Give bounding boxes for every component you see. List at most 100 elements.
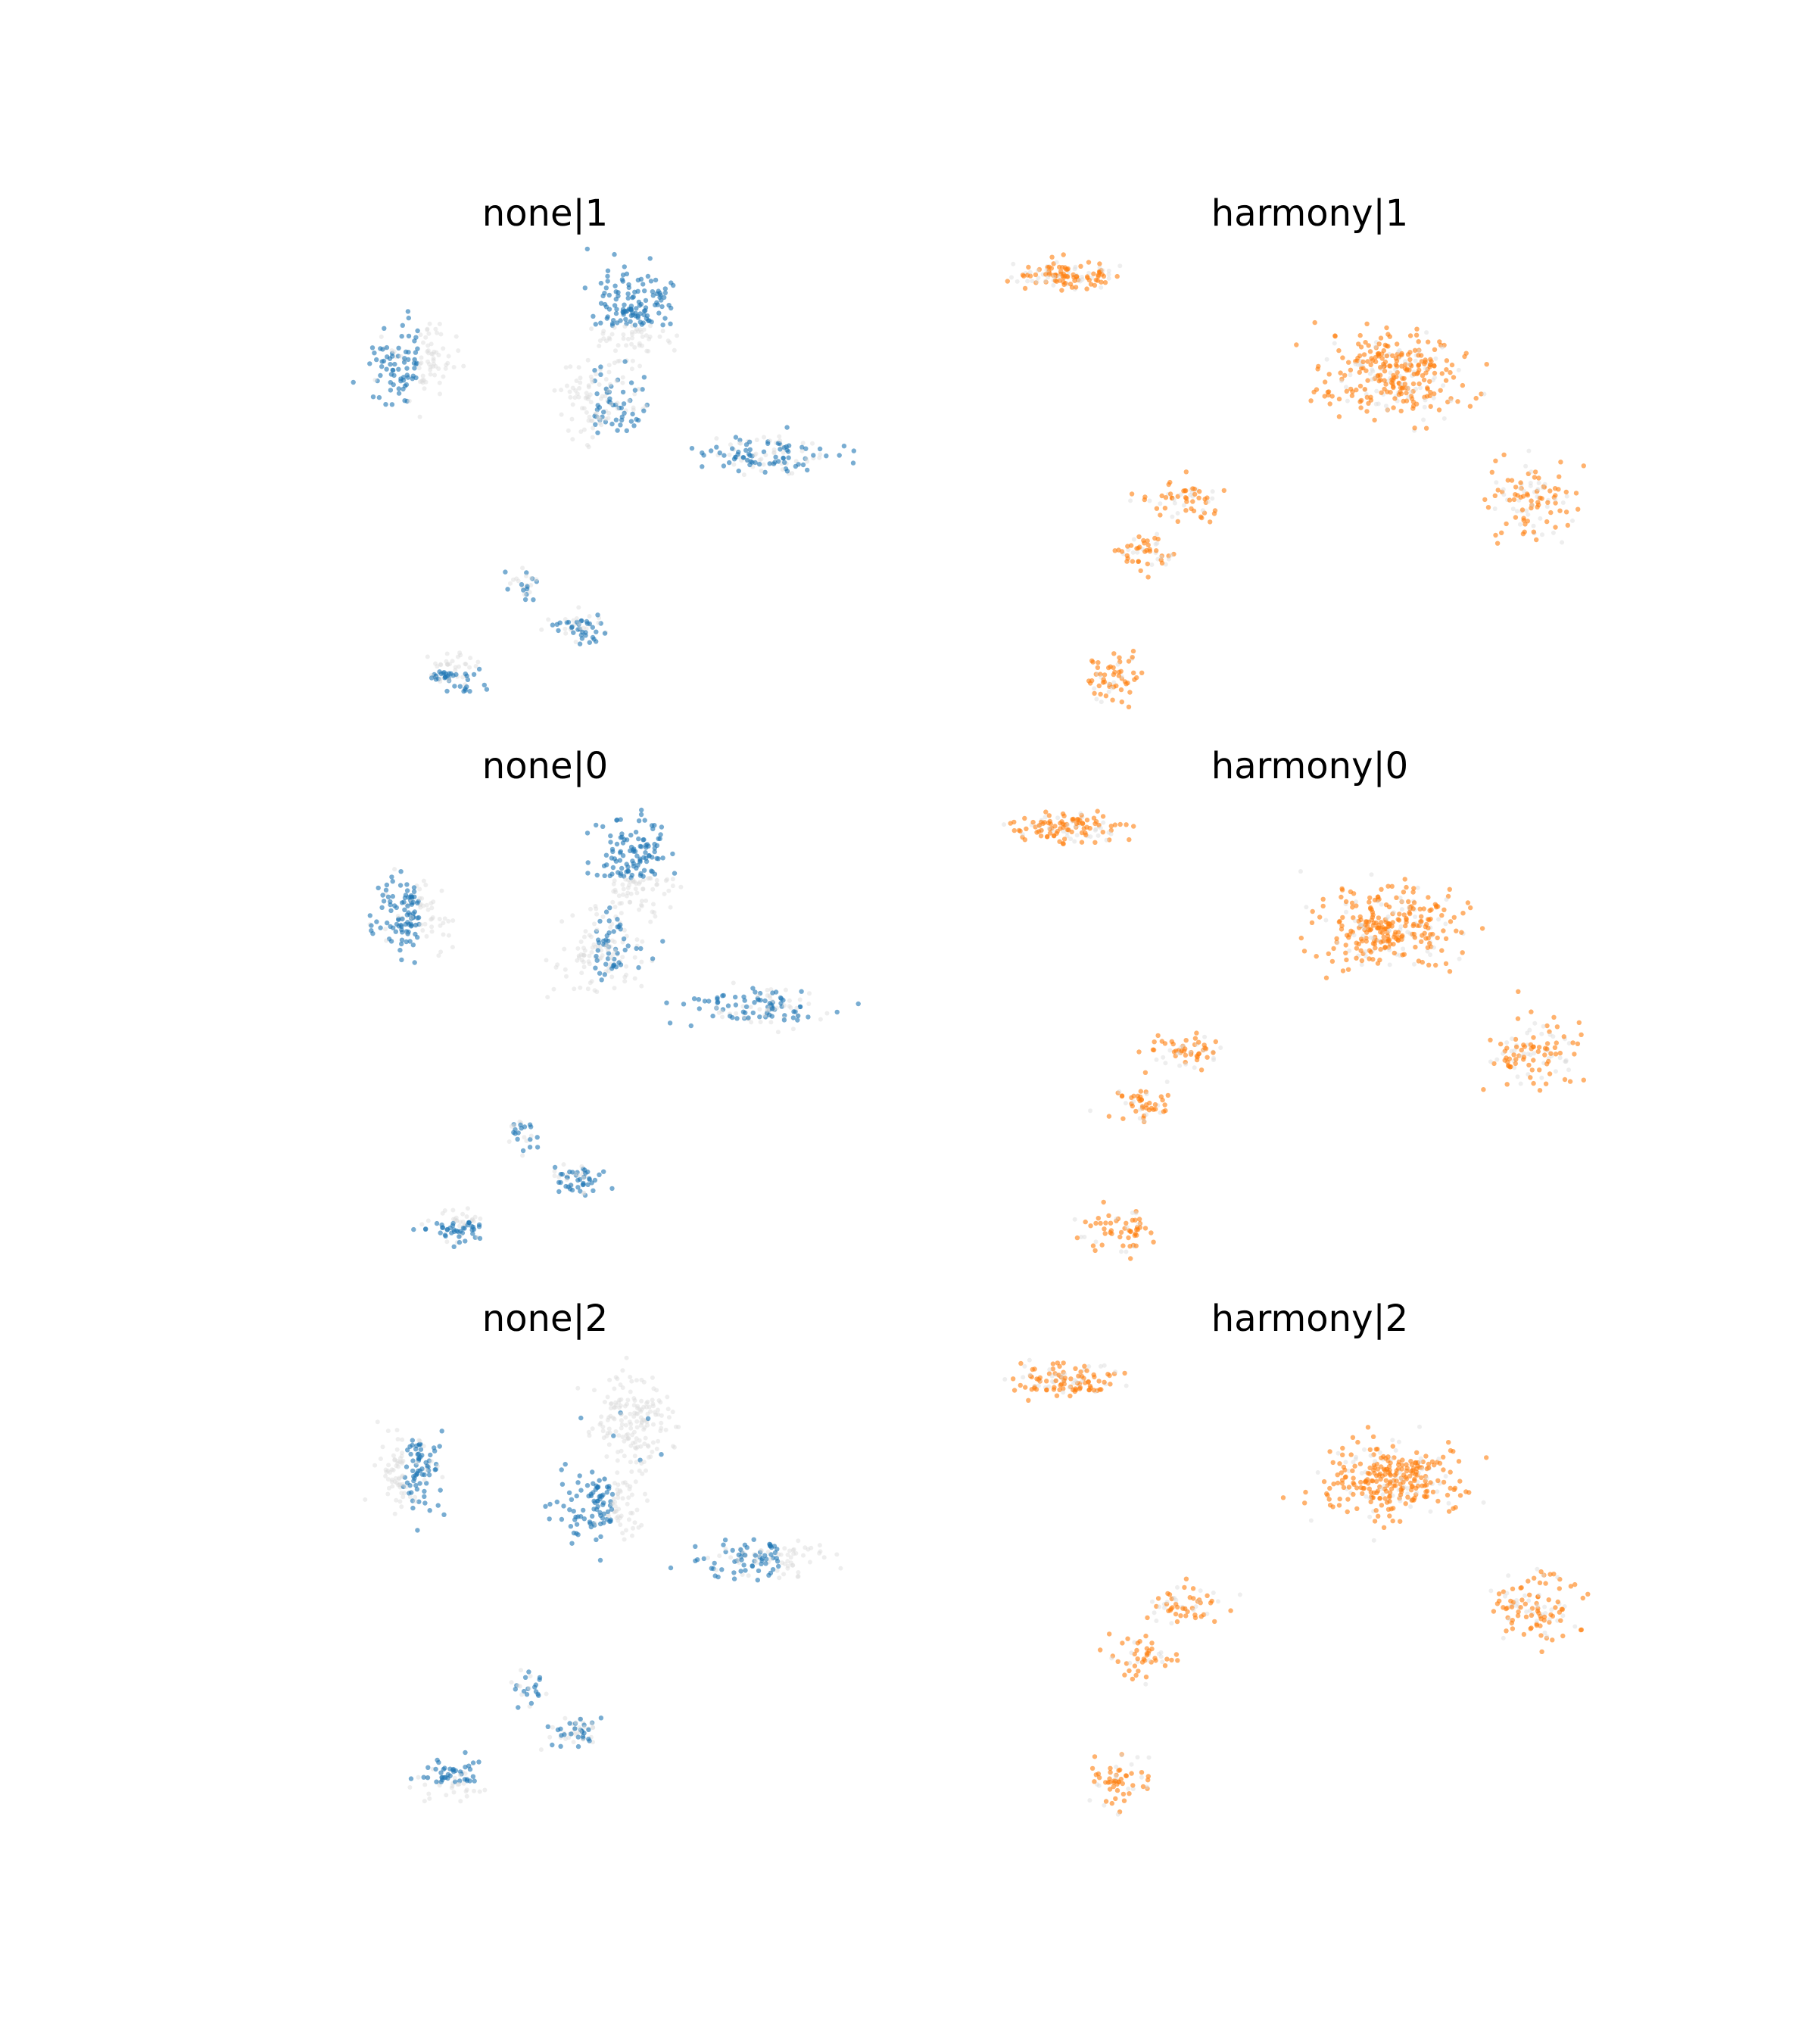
highlight-point-c3 bbox=[720, 1007, 726, 1012]
highlight-point-c5 bbox=[581, 1182, 586, 1187]
highlight-point-c6 bbox=[471, 671, 477, 678]
highlight-point-c5 bbox=[1113, 1796, 1118, 1802]
highlight-point-c0 bbox=[1097, 261, 1102, 266]
highlight-point-c3 bbox=[740, 455, 746, 460]
highlight-point-c1 bbox=[1408, 394, 1414, 399]
background-point-c5 bbox=[1114, 1765, 1119, 1769]
highlight-point-c3 bbox=[731, 456, 737, 462]
background-point-c2 bbox=[578, 429, 584, 435]
highlight-point-c1 bbox=[1334, 936, 1339, 942]
highlight-point-c5 bbox=[584, 621, 590, 626]
highlight-point-c2 bbox=[1183, 1046, 1188, 1052]
background-point-c5 bbox=[1087, 1798, 1092, 1803]
highlight-point-c1 bbox=[1427, 379, 1432, 385]
background-point-c2 bbox=[599, 948, 604, 953]
highlight-point-c3 bbox=[1504, 1082, 1510, 1087]
highlight-point-c5 bbox=[1133, 1209, 1139, 1214]
highlight-point-c1 bbox=[1420, 1459, 1426, 1465]
background-point-c3 bbox=[795, 1574, 800, 1579]
highlight-point-c1 bbox=[1427, 940, 1432, 946]
highlight-point-c2 bbox=[592, 378, 597, 384]
background-point-c0 bbox=[396, 1464, 401, 1469]
background-point-c1 bbox=[647, 876, 652, 880]
background-point-c0 bbox=[1071, 1381, 1076, 1386]
highlight-point-c4 bbox=[1138, 1094, 1143, 1100]
highlight-point-c1 bbox=[1420, 933, 1425, 938]
highlight-point-c1 bbox=[1320, 903, 1326, 909]
highlight-point-c1 bbox=[1368, 949, 1374, 955]
highlight-point-c0 bbox=[388, 902, 393, 908]
highlight-point-c4 bbox=[525, 1686, 531, 1691]
background-point-c6 bbox=[467, 665, 472, 670]
highlight-point-c5 bbox=[1106, 1213, 1111, 1219]
highlight-point-c2 bbox=[612, 956, 617, 962]
highlight-point-c1 bbox=[1417, 906, 1423, 912]
highlight-point-c0 bbox=[414, 360, 419, 366]
highlight-point-c1 bbox=[1351, 915, 1356, 921]
highlight-point-c4 bbox=[1145, 575, 1151, 580]
background-point-c0 bbox=[410, 915, 415, 920]
background-point-c0 bbox=[441, 346, 446, 351]
highlight-point-c2 bbox=[1182, 1584, 1187, 1591]
highlight-point-c1 bbox=[1373, 1478, 1379, 1485]
highlight-point-c3 bbox=[1529, 1067, 1535, 1073]
background-point-c5 bbox=[1119, 1753, 1124, 1758]
highlight-point-c1 bbox=[1429, 907, 1434, 912]
highlight-point-c3 bbox=[1541, 1618, 1547, 1623]
highlight-point-c1 bbox=[1455, 399, 1460, 404]
highlight-point-c2 bbox=[1159, 493, 1164, 499]
highlight-point-c2 bbox=[1183, 1613, 1189, 1619]
highlight-point-c2 bbox=[1190, 1586, 1196, 1591]
highlight-point-c1 bbox=[1379, 390, 1384, 395]
background-point-c3 bbox=[759, 1548, 764, 1553]
background-point-c2 bbox=[624, 972, 629, 977]
background-point-c3 bbox=[799, 448, 805, 453]
highlight-point-c1 bbox=[1451, 1506, 1456, 1511]
background-point-c3 bbox=[765, 1008, 770, 1013]
highlight-point-c1 bbox=[1394, 374, 1399, 379]
highlight-point-c5 bbox=[580, 629, 585, 635]
highlight-point-c2 bbox=[606, 944, 612, 950]
panel-harmony-1: harmony|1 bbox=[1005, 192, 1586, 709]
highlight-point-c2 bbox=[591, 1498, 597, 1504]
highlight-point-c3 bbox=[1545, 500, 1551, 505]
background-point-c1 bbox=[673, 1424, 678, 1429]
background-point-c3 bbox=[1547, 1617, 1552, 1622]
highlight-point-c1 bbox=[1420, 959, 1426, 965]
highlight-point-c3 bbox=[784, 469, 790, 474]
highlight-point-c0 bbox=[441, 1512, 447, 1518]
highlight-point-c1 bbox=[1357, 369, 1363, 375]
highlight-point-c3 bbox=[1521, 1055, 1527, 1060]
highlight-point-c0 bbox=[379, 905, 385, 911]
highlight-point-c1 bbox=[1370, 358, 1376, 363]
background-point-c5 bbox=[556, 1174, 562, 1179]
highlight-point-c1 bbox=[1416, 339, 1421, 344]
background-point-c1 bbox=[665, 877, 670, 882]
highlight-point-c0 bbox=[390, 879, 395, 884]
background-point-c0 bbox=[437, 917, 442, 921]
background-point-c2 bbox=[636, 1525, 641, 1530]
highlight-point-c3 bbox=[757, 1550, 763, 1555]
background-point-c3 bbox=[1549, 1607, 1554, 1612]
highlight-point-c0 bbox=[1050, 1361, 1056, 1366]
highlight-point-c2 bbox=[543, 1503, 548, 1510]
background-point-c1 bbox=[1398, 1476, 1404, 1482]
background-point-c3 bbox=[768, 1020, 774, 1025]
background-point-c0 bbox=[384, 938, 389, 943]
background-point-c3 bbox=[1542, 1630, 1547, 1635]
background-point-c3 bbox=[1572, 1624, 1578, 1629]
highlight-point-c4 bbox=[1130, 1103, 1136, 1109]
background-point-c3 bbox=[1532, 1051, 1536, 1056]
highlight-point-c0 bbox=[1105, 1372, 1111, 1377]
background-point-c1 bbox=[638, 1422, 644, 1428]
background-point-c1 bbox=[616, 1400, 622, 1405]
highlight-point-c6 bbox=[470, 1774, 476, 1779]
background-point-c1 bbox=[633, 1440, 638, 1445]
background-point-c2 bbox=[639, 983, 644, 989]
highlight-point-c0 bbox=[376, 885, 381, 891]
background-point-c0 bbox=[399, 1491, 404, 1496]
highlight-point-c5 bbox=[1124, 1773, 1130, 1778]
background-point-c3 bbox=[1542, 481, 1547, 487]
background-point-c1 bbox=[654, 882, 659, 887]
highlight-point-c4 bbox=[1162, 1102, 1167, 1108]
